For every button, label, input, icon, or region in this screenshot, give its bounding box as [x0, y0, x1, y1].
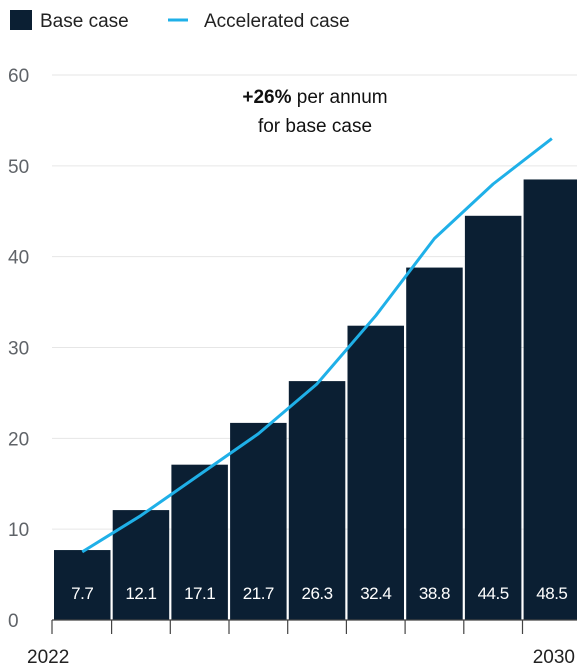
bar-value-label-2027: 32.4	[360, 584, 391, 603]
annotation-per-annum: per annum	[292, 87, 388, 108]
y-tick-label-30: 30	[8, 339, 29, 360]
legend: Base case Accelerated case	[10, 10, 350, 32]
bar-value-label-2022: 7.7	[71, 584, 93, 603]
bars: 7.7 12.1 17.1 21.7 26.3 32.4 38.8 44.5 48.5	[54, 179, 577, 621]
legend-bar-swatch	[10, 10, 32, 30]
bar-2030	[523, 179, 577, 621]
annotation-line-1: +26% per annum	[242, 87, 387, 108]
annotation-growth-rate: +26%	[242, 87, 291, 108]
bar-value-label-2023: 12.1	[125, 584, 156, 603]
y-tick-label-0: 0	[8, 611, 19, 632]
bar-2026	[288, 381, 346, 620]
bar-value-label-2030: 48.5	[536, 584, 567, 603]
legend-label-accelerated-case: Accelerated case	[204, 11, 350, 32]
accelerated-line	[81, 137, 553, 554]
bar-2025	[230, 422, 287, 620]
bar-2028	[406, 267, 463, 620]
bar-2022	[54, 550, 111, 620]
bar-2029	[464, 215, 522, 620]
x-tick-label-first: 2022	[27, 647, 69, 664]
x-axis: 2022 2030	[27, 619, 577, 664]
y-tick-label-40: 40	[8, 248, 29, 269]
bar-value-label-2026: 26.3	[302, 584, 333, 603]
annotation-line-2: for base case	[258, 116, 372, 137]
y-tick-label-10: 10	[8, 520, 29, 541]
legend-label-base-case: Base case	[40, 11, 129, 32]
bar-value-label-2025: 21.7	[243, 584, 274, 603]
y-tick-label-20: 20	[8, 429, 29, 450]
bar-2027	[347, 325, 404, 620]
bar-2024	[171, 464, 228, 620]
y-tick-label-50: 50	[8, 157, 29, 178]
y-axis-tick-labels: 0 10 20 30 40 50 60	[8, 66, 29, 632]
bar-value-label-2028: 38.8	[419, 584, 450, 603]
y-tick-label-60: 60	[8, 66, 29, 87]
x-tick-label-last: 2030	[533, 647, 575, 664]
bar-value-label-2024: 17.1	[184, 584, 215, 603]
bar-value-label-2029: 44.5	[478, 584, 509, 603]
